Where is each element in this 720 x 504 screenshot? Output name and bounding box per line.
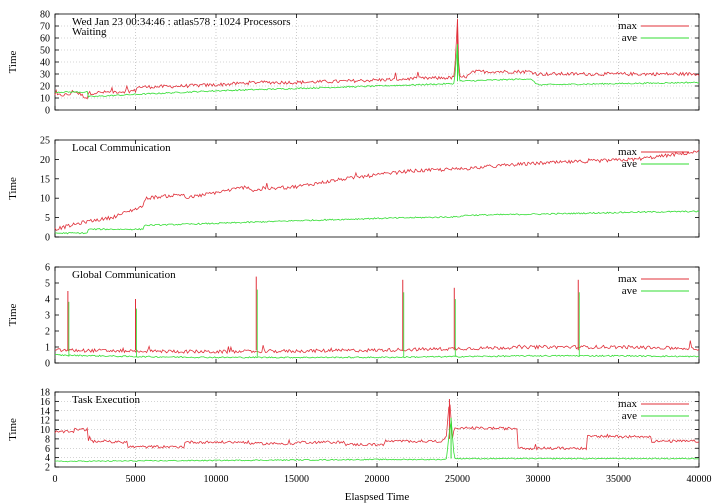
x-tick-label: 15000	[284, 474, 309, 485]
y-axis-label: Time	[7, 50, 19, 73]
y-tick-label: 16	[40, 397, 50, 408]
y-tick-label: 1	[45, 343, 50, 354]
y-tick-label: 14	[40, 406, 50, 417]
panel-title: Task Execution	[72, 394, 140, 406]
legend-label-ave: ave	[622, 158, 637, 170]
series-line-max	[54, 404, 700, 451]
y-tick-label: 4	[45, 453, 50, 464]
x-tick-label: 10000	[204, 474, 229, 485]
x-tick-label: 35000	[606, 474, 631, 485]
x-tick-label: 30000	[526, 474, 551, 485]
y-tick-label: 2	[45, 327, 50, 338]
y-tick-label: 50	[40, 46, 50, 57]
x-tick-label: 40000	[687, 474, 712, 485]
y-tick-label: 0	[45, 359, 50, 370]
y-axis-label: Time	[7, 303, 19, 326]
series-line-ave	[54, 421, 700, 463]
y-tick-label: 4	[45, 295, 50, 306]
panel-subtitle: Waiting	[72, 26, 107, 38]
y-tick-label: 5	[45, 213, 50, 224]
x-tick-label: 20000	[365, 474, 390, 485]
panel-title: Local Communication	[72, 142, 171, 154]
legend-label-ave: ave	[622, 285, 637, 297]
x-axis-label: Elaspsed Time	[345, 491, 410, 503]
series-line-max	[54, 149, 700, 231]
y-tick-label: 2	[45, 463, 50, 474]
legend-label-max: max	[618, 398, 637, 410]
y-tick-label: 3	[45, 311, 50, 322]
y-tick-label: 15	[40, 174, 50, 185]
panel-title: Wed Jan 23 00:34:46 : atlas578 : 1024 Pr…	[72, 16, 290, 28]
legend-label-max: max	[618, 146, 637, 158]
y-tick-label: 8	[45, 434, 50, 445]
y-tick-label: 25	[40, 136, 50, 147]
legend-label-ave: ave	[622, 32, 637, 44]
y-tick-label: 5	[45, 279, 50, 290]
y-tick-label: 20	[40, 82, 50, 93]
legend-label-max: max	[618, 273, 637, 285]
y-tick-label: 40	[40, 58, 50, 69]
y-axis-label: Time	[7, 177, 19, 200]
y-tick-label: 10	[40, 425, 50, 436]
series-line-ave	[54, 354, 700, 359]
series-line-max	[54, 340, 700, 355]
y-tick-label: 70	[40, 22, 50, 33]
y-tick-label: 80	[40, 10, 50, 21]
y-tick-label: 30	[40, 70, 50, 81]
y-tick-label: 0	[45, 106, 50, 117]
x-tick-label: 5000	[126, 474, 146, 485]
series-line-ave	[54, 210, 700, 235]
y-tick-label: 6	[45, 263, 50, 274]
series-line-max	[54, 18, 700, 100]
y-tick-label: 10	[40, 94, 50, 105]
series-line-ave	[55, 44, 700, 98]
x-tick-label: 0	[53, 474, 58, 485]
panel-title: Global Communication	[72, 269, 176, 281]
legend-label-ave: ave	[622, 410, 637, 422]
y-axis-label: Time	[7, 418, 19, 441]
y-tick-label: 6	[45, 444, 50, 455]
y-tick-label: 18	[40, 388, 50, 399]
y-tick-label: 12	[40, 416, 50, 427]
y-tick-label: 60	[40, 34, 50, 45]
legend-label-max: max	[618, 20, 637, 32]
x-tick-label: 25000	[445, 474, 470, 485]
y-tick-label: 0	[45, 233, 50, 244]
y-tick-label: 20	[40, 155, 50, 166]
y-tick-label: 10	[40, 194, 50, 205]
